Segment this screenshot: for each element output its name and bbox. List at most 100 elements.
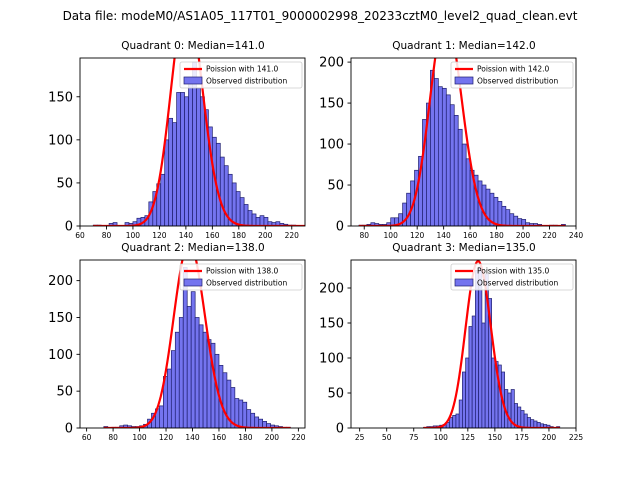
legend: Poission with 141.0 Observed distribution — [179, 61, 303, 89]
legend-bar-swatch — [454, 278, 474, 287]
histogram-bar — [465, 158, 471, 226]
histogram-bar — [184, 96, 189, 226]
x-tick-label: 140 — [436, 231, 451, 240]
legend: Poission with 142.0 Observed distribution — [450, 61, 574, 89]
histogram-bar — [453, 115, 459, 226]
histogram-bar — [202, 331, 208, 428]
histogram-bar — [468, 326, 473, 428]
x-tick-label: 180 — [232, 231, 247, 240]
histogram-bar — [465, 357, 470, 428]
histogram-bar — [176, 92, 181, 226]
histogram-bar — [434, 78, 439, 226]
histogram-bar — [231, 182, 237, 226]
quadrant-3-title: Quadrant 3: Median=135.0 — [392, 242, 535, 254]
histogram-bar — [316, 222, 320, 226]
quadrant-1-panel: Quadrant 1: Median=142.0 80 100 120 140 160 1… — [319, 40, 584, 240]
histogram-bar — [112, 222, 118, 226]
histogram-bar — [517, 406, 522, 428]
y-tick-label: 150 — [319, 97, 344, 112]
histogram-bar — [250, 412, 256, 428]
histogram-bar — [182, 267, 188, 428]
histogram-bar — [198, 324, 204, 428]
x-tick-label: 240 — [569, 231, 584, 240]
y-tick-label: 50 — [56, 385, 73, 400]
histogram-bar — [258, 418, 263, 428]
y-tick-label: 50 — [327, 179, 344, 194]
legend-label-poisson: Poission with 142.0 — [477, 65, 550, 74]
histogram-bar — [188, 80, 193, 226]
x-tick-label: 200 — [265, 433, 280, 442]
histogram-bar — [159, 405, 164, 428]
y-tick-label: 100 — [48, 133, 73, 148]
quadrant-1-title: Quadrant 1: Median=142.0 — [392, 40, 535, 52]
histogram-bar — [222, 372, 228, 428]
histogram-bar — [263, 217, 269, 226]
histogram-bar — [254, 416, 260, 428]
histogram-bar — [247, 210, 253, 226]
legend-label-observed: Observed distribution — [206, 77, 287, 86]
histogram-bar — [190, 291, 196, 428]
x-tick-label: 150 — [488, 433, 503, 442]
y-tick-label: 0 — [336, 220, 344, 235]
histogram-bar — [457, 128, 463, 226]
y-tick-label: 200 — [319, 282, 344, 297]
histogram-bar — [160, 173, 166, 226]
x-tick-label: 160 — [205, 231, 220, 240]
histogram-bar — [520, 410, 525, 428]
x-tick-label: 80 — [359, 231, 369, 240]
x-tick-label: 120 — [152, 231, 167, 240]
histogram-bar — [438, 86, 443, 226]
histogram-bar — [478, 266, 483, 428]
legend-label-observed: Observed distribution — [206, 279, 287, 288]
histogram-bar — [246, 409, 252, 428]
histogram-bar — [168, 117, 173, 226]
figure-suptitle: Data file: modeM0/AS1A05_117T01_90000029… — [63, 9, 578, 23]
histogram-bar — [239, 197, 245, 226]
y-tick-label: 150 — [319, 317, 344, 332]
y-tick-label: 150 — [48, 311, 73, 326]
histogram-bar — [200, 96, 205, 226]
x-tick-label: 80 — [108, 433, 118, 442]
x-tick-label: 120 — [410, 231, 425, 240]
x-tick-label: 140 — [185, 433, 200, 442]
y-tick-label: 100 — [319, 138, 344, 153]
histogram-bar — [164, 139, 170, 226]
histogram-bar — [242, 401, 248, 428]
legend-label-poisson: Poission with 138.0 — [206, 267, 279, 276]
legend-bar-swatch — [454, 76, 474, 85]
histogram-bar — [449, 104, 455, 226]
histogram-bar — [178, 317, 184, 428]
histogram-bar — [455, 413, 460, 428]
x-tick-label: 60 — [82, 433, 92, 442]
histogram-bar — [458, 399, 463, 428]
legend-label-poisson: Poission with 141.0 — [206, 65, 279, 74]
histogram-bar — [471, 315, 476, 428]
poisson-curve — [358, 58, 566, 226]
histogram-bar — [461, 143, 467, 226]
histogram-bar — [513, 215, 519, 226]
histogram-bar — [497, 201, 503, 226]
histogram-bar — [174, 331, 180, 428]
histogram-bar — [481, 184, 487, 226]
legend-bar-swatch — [183, 278, 203, 287]
x-tick-label: 60 — [75, 231, 85, 240]
histogram-bar — [243, 204, 249, 226]
histogram-bar — [167, 368, 172, 428]
axes-frame — [350, 57, 577, 227]
legend: Poission with 138.0 Observed distribution — [179, 263, 303, 291]
x-tick-label: 100 — [384, 231, 399, 240]
x-tick-label: 75 — [409, 433, 419, 442]
histogram-bar — [526, 417, 531, 428]
histogram-bar — [219, 156, 225, 226]
histogram-bar — [234, 398, 240, 428]
x-tick-label: 220 — [285, 231, 300, 240]
legend-label-observed: Observed distribution — [477, 279, 558, 288]
legend-label-poisson: Poission with 135.0 — [477, 267, 550, 276]
histogram-bar — [507, 392, 512, 428]
quadrant-3-panel: Quadrant 3: Median=135.0 25 50 75 100 125 150… — [319, 242, 583, 442]
y-tick-label: 50 — [56, 176, 73, 191]
y-tick-label: 200 — [319, 56, 344, 71]
histogram-bar — [172, 122, 177, 226]
histogram-bar — [312, 223, 316, 226]
